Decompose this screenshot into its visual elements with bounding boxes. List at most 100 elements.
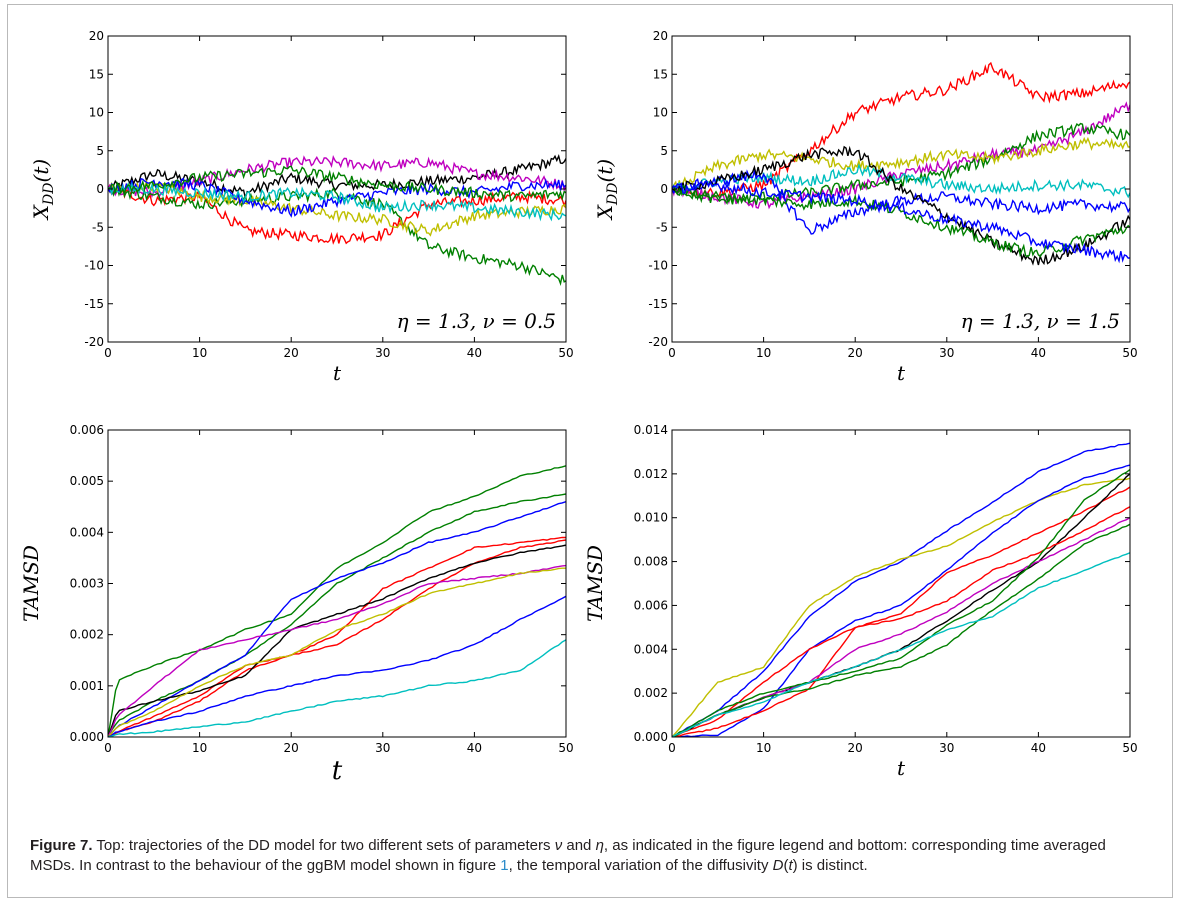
series-line-8 <box>672 184 1130 258</box>
y-tick-label: 0.012 <box>634 467 668 481</box>
x-tick-label: 0 <box>104 741 112 755</box>
y-tick-label: -15 <box>84 297 104 311</box>
caption-label: Figure 7. <box>30 837 93 854</box>
figure-caption: Figure 7. Top: trajectories of the DD mo… <box>30 836 1150 876</box>
caption-and: and <box>562 837 596 854</box>
chart-bottom-right: 0 10 20 30 40 50 0.000 0.002 0.004 0.006 0.008 0.01… <box>583 423 1138 780</box>
x-tick-label: 0 <box>668 346 676 360</box>
y-tick-label: 0.010 <box>634 511 668 525</box>
caption-eta: η <box>595 837 604 854</box>
series-line-9 <box>672 180 1130 264</box>
series-line-8 <box>108 165 566 203</box>
y-tick-label: 0.002 <box>70 628 104 642</box>
y-tick-label: -20 <box>648 335 668 349</box>
chart-top-left: 0 10 20 30 40 50 -20 -15 -10 -5 0 5 10 15 20 t XDD(t) η =… <box>29 29 574 385</box>
y-tick-label: 0.005 <box>70 474 104 488</box>
y-tick-label: -20 <box>84 335 104 349</box>
y-tick-label: 0.006 <box>70 423 104 437</box>
caption-d: D <box>772 857 784 874</box>
y-tick-label: 5 <box>660 144 668 158</box>
x-tick-label: 10 <box>192 346 207 360</box>
x-tick-label: 10 <box>756 741 771 755</box>
series-line-4 <box>108 185 566 286</box>
y-tick-label: 0.000 <box>634 730 668 744</box>
chart-top-right: 0 10 20 30 40 50 -20 -15 -10 -5 0 5 10 15 20 t XDD(t) η =… <box>593 29 1138 385</box>
x-tick-label: 40 <box>467 741 482 755</box>
x-tick-label: 50 <box>558 346 573 360</box>
caption-text-4: ( <box>783 857 789 874</box>
x-tick-label: 30 <box>375 741 390 755</box>
figure-frame <box>7 4 1173 898</box>
y-axis-label: XDD(t) <box>593 159 621 221</box>
x-tick-label: 50 <box>1122 741 1137 755</box>
y-tick-label: -15 <box>648 297 668 311</box>
y-tick-label: 10 <box>653 106 668 120</box>
series-line-4 <box>672 486 1130 737</box>
y-tick-label: 0.002 <box>634 686 668 700</box>
y-tick-label: 0.001 <box>70 679 104 693</box>
series-line-10 <box>672 552 1130 737</box>
series-line-4 <box>672 136 1130 192</box>
x-tick-label: 30 <box>375 346 390 360</box>
y-tick-label: -10 <box>84 259 104 273</box>
caption-text-3: , the temporal variation of the diffusiv… <box>508 857 773 874</box>
series-line-6 <box>108 177 566 218</box>
series-line-7 <box>672 145 1130 266</box>
caption-t: t <box>788 857 793 874</box>
x-axis-label: t <box>332 756 343 786</box>
x-tick-label: 0 <box>104 346 112 360</box>
plot-frame <box>671 429 1131 738</box>
x-tick-label: 40 <box>1031 741 1046 755</box>
series-line-8 <box>108 567 566 737</box>
y-tick-label: -10 <box>648 259 668 273</box>
series-line-7 <box>108 564 566 737</box>
series-line-6 <box>672 506 1130 737</box>
series-line-4 <box>108 536 566 737</box>
parameter-annotation: η = 1.3, ν = 0.5 <box>397 309 556 333</box>
series-line-1 <box>108 153 566 199</box>
x-axis-label: t <box>333 361 342 385</box>
series-line-3 <box>672 464 1130 737</box>
y-tick-label: 0 <box>660 182 668 196</box>
x-tick-label: 10 <box>192 741 207 755</box>
x-axis-label: t <box>897 361 906 385</box>
series-line-9 <box>672 523 1130 737</box>
series-line-1 <box>108 465 566 737</box>
y-tick-label: 10 <box>89 106 104 120</box>
series-line-2 <box>672 101 1130 210</box>
series-line-8 <box>672 468 1130 737</box>
y-tick-label: 0.006 <box>634 598 668 612</box>
series-line-2 <box>672 477 1130 737</box>
series-line-3 <box>672 122 1130 206</box>
x-axis-label: t <box>897 756 906 780</box>
y-tick-label: 0.000 <box>70 730 104 744</box>
y-tick-label: 0.004 <box>634 642 668 656</box>
chart-bottom-left: 0 10 20 30 40 50 0.000 0.001 0.002 0.003 0.004 0.00… <box>19 423 574 786</box>
series-line-10 <box>108 639 566 737</box>
x-tick-label: 40 <box>1031 346 1046 360</box>
caption-text-5: ) is distinct. <box>792 857 868 874</box>
x-tick-label: 0 <box>668 741 676 755</box>
y-axis-label: TAMSD <box>583 545 607 622</box>
caption-nu: ν <box>554 837 563 854</box>
parameter-annotation: η = 1.3, ν = 1.5 <box>961 309 1120 333</box>
y-axis-label: TAMSD <box>19 545 43 622</box>
y-tick-label: 0.008 <box>634 555 668 569</box>
series-line-7 <box>108 181 566 222</box>
x-tick-label: 40 <box>467 346 482 360</box>
y-tick-label: 20 <box>89 29 104 43</box>
x-tick-label: 50 <box>1122 346 1137 360</box>
caption-text-2: , as indicated in the figure legend and … <box>30 837 1106 874</box>
series-line-1 <box>672 442 1130 737</box>
y-tick-label: 0 <box>96 182 104 196</box>
x-tick-label: 20 <box>848 346 863 360</box>
y-tick-label: 5 <box>96 144 104 158</box>
y-tick-label: 15 <box>653 67 668 81</box>
y-tick-label: 0.004 <box>70 525 104 539</box>
x-tick-label: 20 <box>284 741 299 755</box>
caption-figure-ref[interactable]: 1 <box>500 857 509 874</box>
y-tick-label: -5 <box>656 220 668 234</box>
x-tick-label: 20 <box>284 346 299 360</box>
x-tick-label: 10 <box>756 346 771 360</box>
